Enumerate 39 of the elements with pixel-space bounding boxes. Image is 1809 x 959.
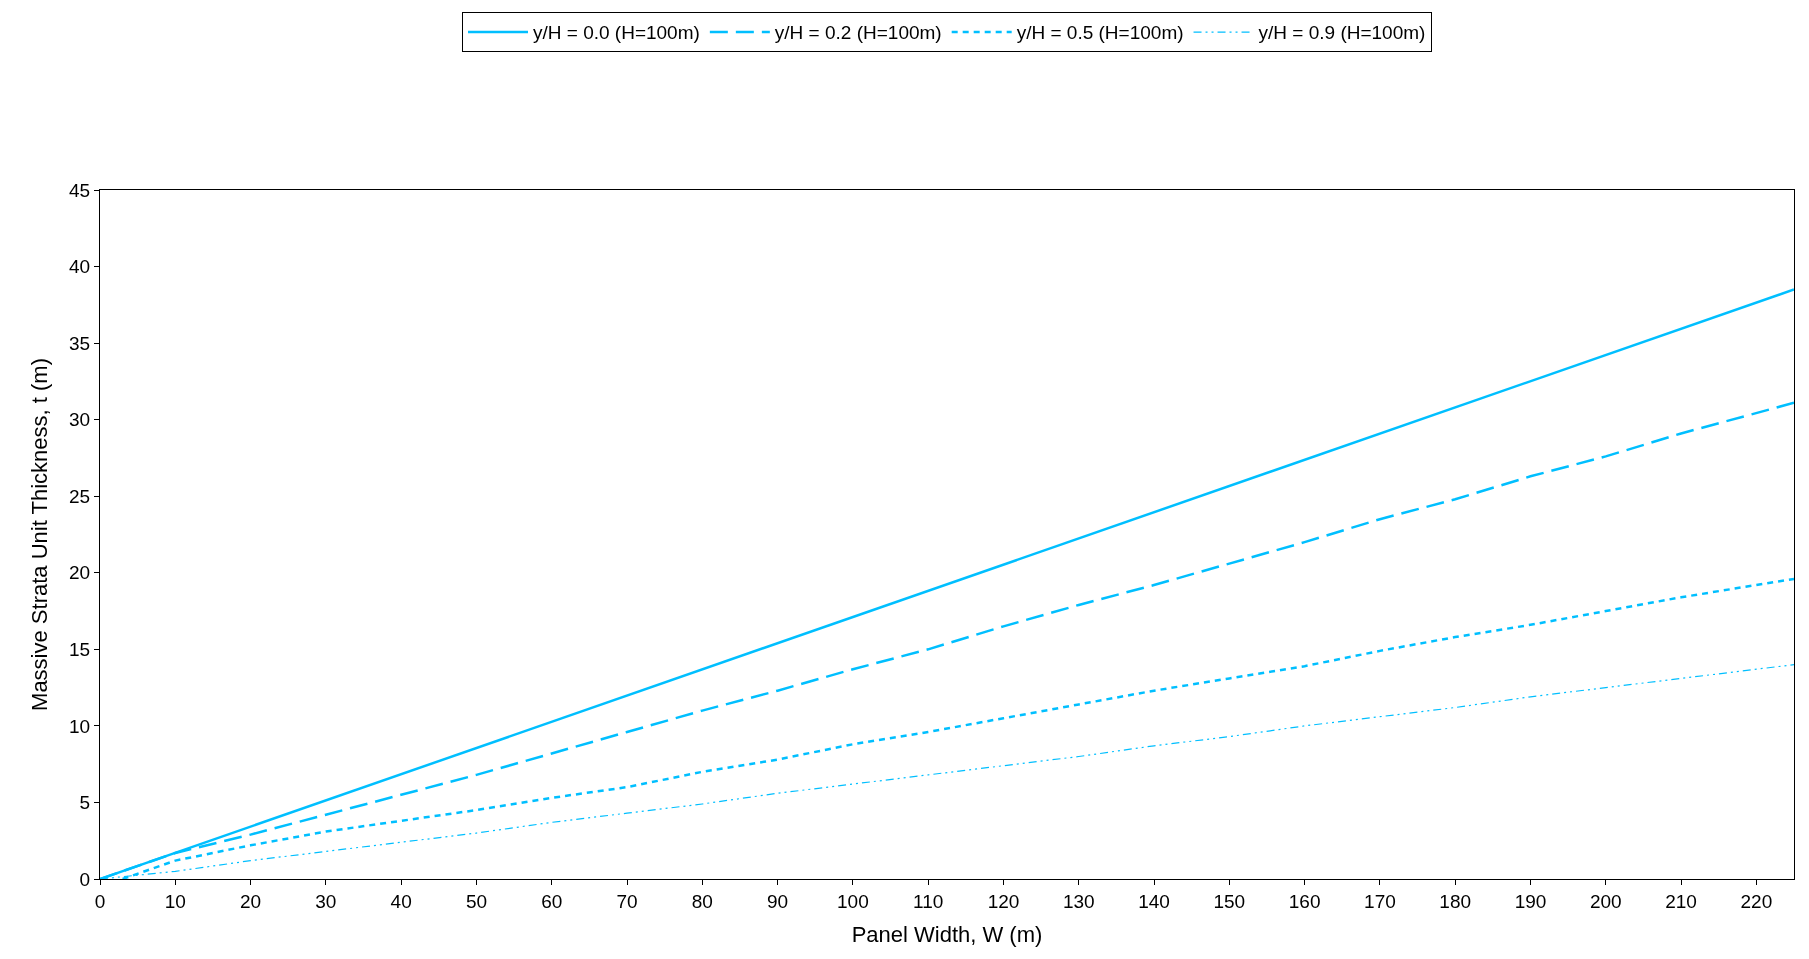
x-tick-label: 140 [1138, 890, 1170, 912]
y-tick-label: 40 [69, 256, 91, 278]
y-tick-label: 35 [69, 332, 91, 354]
x-tick-label: 50 [465, 890, 488, 912]
y-tick-label: 10 [69, 715, 91, 737]
y-tick-label: 20 [69, 562, 91, 584]
y-axis-title: Massive Strata Unit Thickness, t (m) [26, 358, 52, 711]
x-tick-label: 200 [1589, 890, 1622, 912]
x-tick-label: 20 [240, 890, 262, 912]
y-tick-label: 0 [79, 868, 91, 890]
x-tick-label: 160 [1288, 890, 1321, 912]
legend-label: y/H = 0.2 (H=100m) [774, 22, 942, 44]
x-tick-label: 0 [94, 890, 106, 912]
x-tick-label: 180 [1439, 890, 1472, 912]
x-tick-label: 220 [1740, 890, 1773, 912]
x-tick-label: 150 [1213, 890, 1246, 912]
x-tick-label: 120 [987, 890, 1020, 912]
x-tick-label: 30 [315, 890, 337, 912]
x-tick-label: 130 [1062, 890, 1095, 912]
x-axis-title: Panel Width, W (m) [851, 921, 1043, 947]
x-tick-label: 110 [913, 890, 944, 912]
x-tick-label: 90 [767, 890, 789, 912]
x-tick-label: 210 [1665, 890, 1697, 912]
y-tick-label: 30 [69, 409, 91, 431]
y-tick-label: 5 [79, 792, 91, 814]
x-tick-label: 170 [1364, 890, 1396, 912]
x-tick-label: 100 [837, 890, 869, 912]
legend-label: y/H = 0.0 (H=100m) [533, 22, 700, 44]
x-tick-label: 190 [1514, 890, 1547, 912]
legend-label: y/H = 0.9 (H=100m) [1258, 22, 1426, 44]
y-tick-label: 25 [69, 485, 91, 507]
x-tick-label: 60 [541, 890, 563, 912]
x-tick-label: 40 [390, 890, 412, 912]
x-tick-label: 10 [164, 890, 186, 912]
x-tick-label: 70 [616, 890, 638, 912]
legend-label: y/H = 0.5 (H=100m) [1016, 22, 1184, 44]
y-tick-label: 15 [69, 638, 91, 660]
x-tick-label: 80 [691, 890, 713, 912]
y-tick-label: 45 [69, 179, 91, 201]
